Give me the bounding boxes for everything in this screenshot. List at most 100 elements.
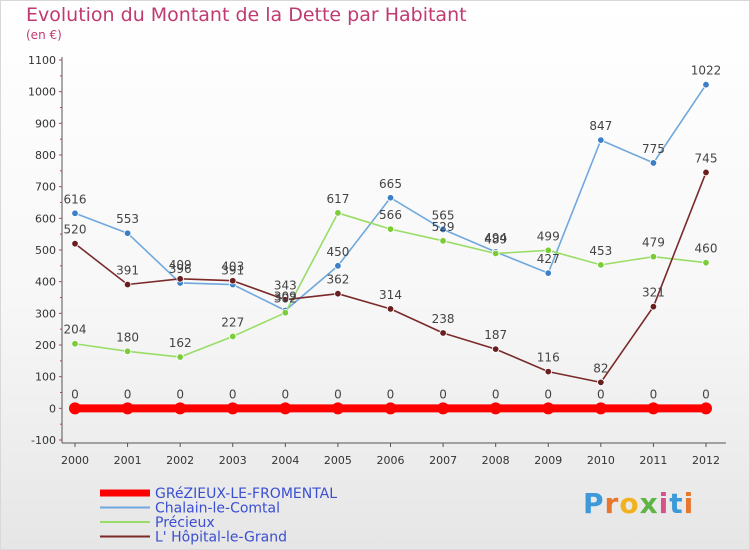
data-point <box>281 309 290 317</box>
y-tick-label: 200 <box>35 339 56 352</box>
data-point <box>700 402 712 415</box>
data-point <box>702 168 710 177</box>
data-point <box>491 249 500 258</box>
data-label: 520 <box>64 223 87 237</box>
data-label: 616 <box>64 192 87 206</box>
data-label: 0 <box>702 387 710 401</box>
data-point <box>439 225 447 234</box>
data-label: 314 <box>379 288 402 302</box>
data-point <box>334 209 342 217</box>
y-tick-label: 900 <box>35 117 56 130</box>
data-label: 617 <box>326 192 349 206</box>
y-tick-label: 700 <box>35 181 56 194</box>
data-label: 0 <box>544 387 552 401</box>
data-point <box>386 225 395 233</box>
y-tick-label: 100 <box>35 371 56 384</box>
data-point <box>437 402 450 415</box>
data-label: 566 <box>379 208 402 222</box>
data-point <box>281 296 290 304</box>
data-point <box>123 229 132 237</box>
data-point <box>544 269 552 277</box>
data-label: 450 <box>326 245 349 259</box>
y-tick-label: 500 <box>35 244 56 257</box>
data-point <box>176 353 184 361</box>
data-label: 403 <box>221 260 244 274</box>
data-point <box>439 237 447 245</box>
data-point <box>71 340 79 348</box>
data-label: 775 <box>642 142 665 156</box>
data-label: 847 <box>589 119 612 133</box>
y-tick-label: 600 <box>35 212 56 225</box>
x-tick-label: 2006 <box>377 454 405 467</box>
data-point <box>649 252 658 261</box>
y-tick-label: 1000 <box>28 86 56 99</box>
data-label: 1022 <box>691 64 722 78</box>
unit-label: (en €) <box>26 28 62 42</box>
x-tick-label: 2003 <box>219 454 247 467</box>
legend-label: L' Hôpital-le-Grand <box>155 530 287 546</box>
data-label: 321 <box>642 286 665 300</box>
data-label: 0 <box>229 387 237 401</box>
data-point <box>544 246 552 255</box>
data-point <box>542 402 555 415</box>
data-label: 0 <box>597 387 605 401</box>
data-label: 409 <box>169 258 192 272</box>
data-label: 309 <box>274 289 297 303</box>
data-label: 391 <box>221 264 244 278</box>
data-point <box>69 402 81 415</box>
x-tick-label: 2007 <box>429 454 457 467</box>
data-point <box>594 402 607 415</box>
data-label: 427 <box>537 252 560 266</box>
data-point <box>174 402 187 415</box>
y-tick-label: 1100 <box>28 54 56 67</box>
data-point <box>334 290 342 298</box>
data-point <box>491 345 500 353</box>
data-label: 396 <box>169 262 192 276</box>
data-label: 0 <box>176 387 184 401</box>
data-label: 489 <box>484 232 507 246</box>
data-label: 302 <box>274 292 297 306</box>
x-tick-label: 2002 <box>166 454 194 467</box>
data-point <box>229 332 237 341</box>
data-label: 116 <box>537 351 560 365</box>
x-tick-label: 2009 <box>534 454 562 467</box>
data-label: 362 <box>326 273 349 287</box>
x-tick-label: 2000 <box>61 454 89 467</box>
data-label: 187 <box>484 328 507 342</box>
data-point <box>176 275 184 283</box>
y-tick-label: 400 <box>35 276 56 289</box>
data-label: 0 <box>387 387 395 401</box>
data-point <box>702 258 710 267</box>
y-tick-label: 800 <box>35 149 56 162</box>
data-point <box>121 402 134 415</box>
data-label: 565 <box>432 208 455 222</box>
legend-label: Précieux <box>155 515 215 531</box>
data-point <box>597 136 605 144</box>
x-tick-label: 2001 <box>114 454 142 467</box>
data-point <box>123 347 132 356</box>
data-label: 180 <box>116 330 139 344</box>
data-label: 0 <box>71 387 79 401</box>
x-tick-label: 2011 <box>639 454 667 467</box>
data-point <box>331 402 344 415</box>
data-point <box>649 302 658 311</box>
data-point <box>647 402 660 415</box>
data-point <box>597 378 605 387</box>
data-label: 529 <box>432 220 455 234</box>
proxiti-logo: Proxiti <box>583 487 695 520</box>
data-point <box>279 402 292 415</box>
x-tick-label: 2008 <box>482 454 510 467</box>
data-label: 238 <box>432 312 455 326</box>
data-point <box>544 367 552 376</box>
data-point <box>229 277 237 285</box>
data-point <box>597 261 605 269</box>
data-point <box>386 305 395 313</box>
data-label: 343 <box>274 279 297 293</box>
data-label: 665 <box>379 177 402 191</box>
data-point <box>702 80 710 89</box>
data-label: 499 <box>537 229 560 243</box>
chart-title: Evolution du Montant de la Dette par Hab… <box>26 4 467 26</box>
legend-label: GRéZIEUX-LE-FROMENTAL <box>155 486 337 502</box>
data-point <box>226 402 239 415</box>
